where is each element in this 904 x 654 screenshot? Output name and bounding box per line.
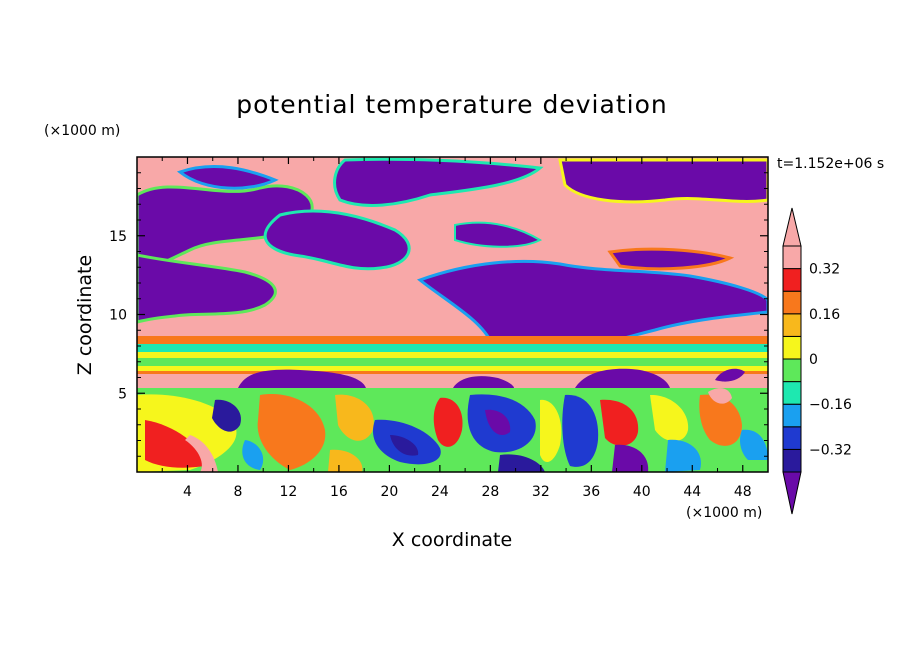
y-unit-label: (×1000 m) <box>44 123 120 139</box>
colorbar-label: 0.16 <box>809 307 840 323</box>
y-tick-label: 5 <box>118 386 127 402</box>
contour-region <box>328 449 363 472</box>
colorbar-label: −0.32 <box>809 442 852 458</box>
contour-region <box>612 444 649 472</box>
x-tick-label: 32 <box>532 484 550 500</box>
colorbar-segment <box>782 403 802 428</box>
contour-band <box>137 366 768 371</box>
contour-region <box>600 399 639 446</box>
contour-region <box>650 394 689 442</box>
colorbar-segment <box>782 335 802 360</box>
colorbar-segment <box>782 426 802 450</box>
x-tick-label: 20 <box>380 484 398 500</box>
contour-region <box>433 397 463 447</box>
contour-region <box>145 420 210 468</box>
x-tick-label: 44 <box>683 484 701 500</box>
x-axis-ticks: 4 8 12 16 20 24 28 32 36 40 44 48 <box>161 157 752 500</box>
colorbar-label: 0 <box>809 352 818 368</box>
contour-band <box>137 344 768 352</box>
contour-region <box>212 399 241 432</box>
contour-region <box>715 368 745 382</box>
contour-region <box>390 435 419 456</box>
contour-region <box>708 388 732 404</box>
x-tick-label: 36 <box>582 484 600 500</box>
y-tick-label: 15 <box>109 229 127 245</box>
time-label: t=1.152e+06 s <box>777 156 884 172</box>
contour-region <box>607 247 735 271</box>
contour-region <box>453 376 514 388</box>
y-axis-label: Z coordinate <box>74 255 96 375</box>
x-tick-label: 16 <box>330 484 348 500</box>
contour-region <box>454 221 543 248</box>
contour-band <box>137 352 768 358</box>
colorbar-segment <box>782 268 802 292</box>
contour-region <box>242 440 264 470</box>
colorbar-label: −0.16 <box>809 397 852 413</box>
x-tick-label: 4 <box>183 484 192 500</box>
contour-region <box>575 368 670 388</box>
x-tick-label: 24 <box>431 484 449 500</box>
colorbar-max-extend <box>782 207 802 247</box>
contour-region <box>562 394 599 467</box>
contour-band <box>137 374 768 388</box>
colorbar-label: 0.32 <box>809 262 840 278</box>
x-tick-label: 12 <box>280 484 298 500</box>
x-tick-label: 28 <box>481 484 499 500</box>
contour-region <box>665 439 701 472</box>
contour-region <box>176 165 279 190</box>
x-tick-label: 48 <box>734 484 752 500</box>
contour-band <box>137 336 768 344</box>
contour-region <box>257 394 326 470</box>
chart-title: potential temperature deviation <box>236 90 667 119</box>
x-axis-label: X coordinate <box>392 529 512 551</box>
contour-region <box>238 369 366 388</box>
contour-region <box>263 209 411 271</box>
contour-region <box>699 394 742 446</box>
x-tick-label: 8 <box>233 484 242 500</box>
contour-region <box>335 394 374 441</box>
contour-region <box>498 454 545 472</box>
colorbar-segment <box>782 245 802 270</box>
colorbar-segment <box>782 381 802 405</box>
contour-field <box>137 157 768 472</box>
contour-region <box>540 399 562 463</box>
contour-band <box>137 358 768 366</box>
y-tick-label: 10 <box>109 308 127 324</box>
colorbar-segment <box>782 448 802 473</box>
contour-band <box>137 371 768 374</box>
colorbar-segment <box>782 313 802 337</box>
colorbar-segment <box>782 358 802 383</box>
colorbar-min-extend <box>782 471 802 515</box>
x-unit-label: (×1000 m) <box>686 505 762 521</box>
colorbar: 0.32 0.16 0 −0.16 −0.32 <box>782 207 852 515</box>
contour-region <box>740 429 768 460</box>
x-tick-label: 40 <box>633 484 651 500</box>
contour-region <box>333 157 544 207</box>
contour-region <box>185 435 218 472</box>
y-axis-ticks: 5 10 15 <box>109 172 768 457</box>
contour-region <box>137 253 277 324</box>
contour-region <box>558 158 768 204</box>
colorbar-segment <box>782 290 802 315</box>
contour-region <box>485 409 511 436</box>
